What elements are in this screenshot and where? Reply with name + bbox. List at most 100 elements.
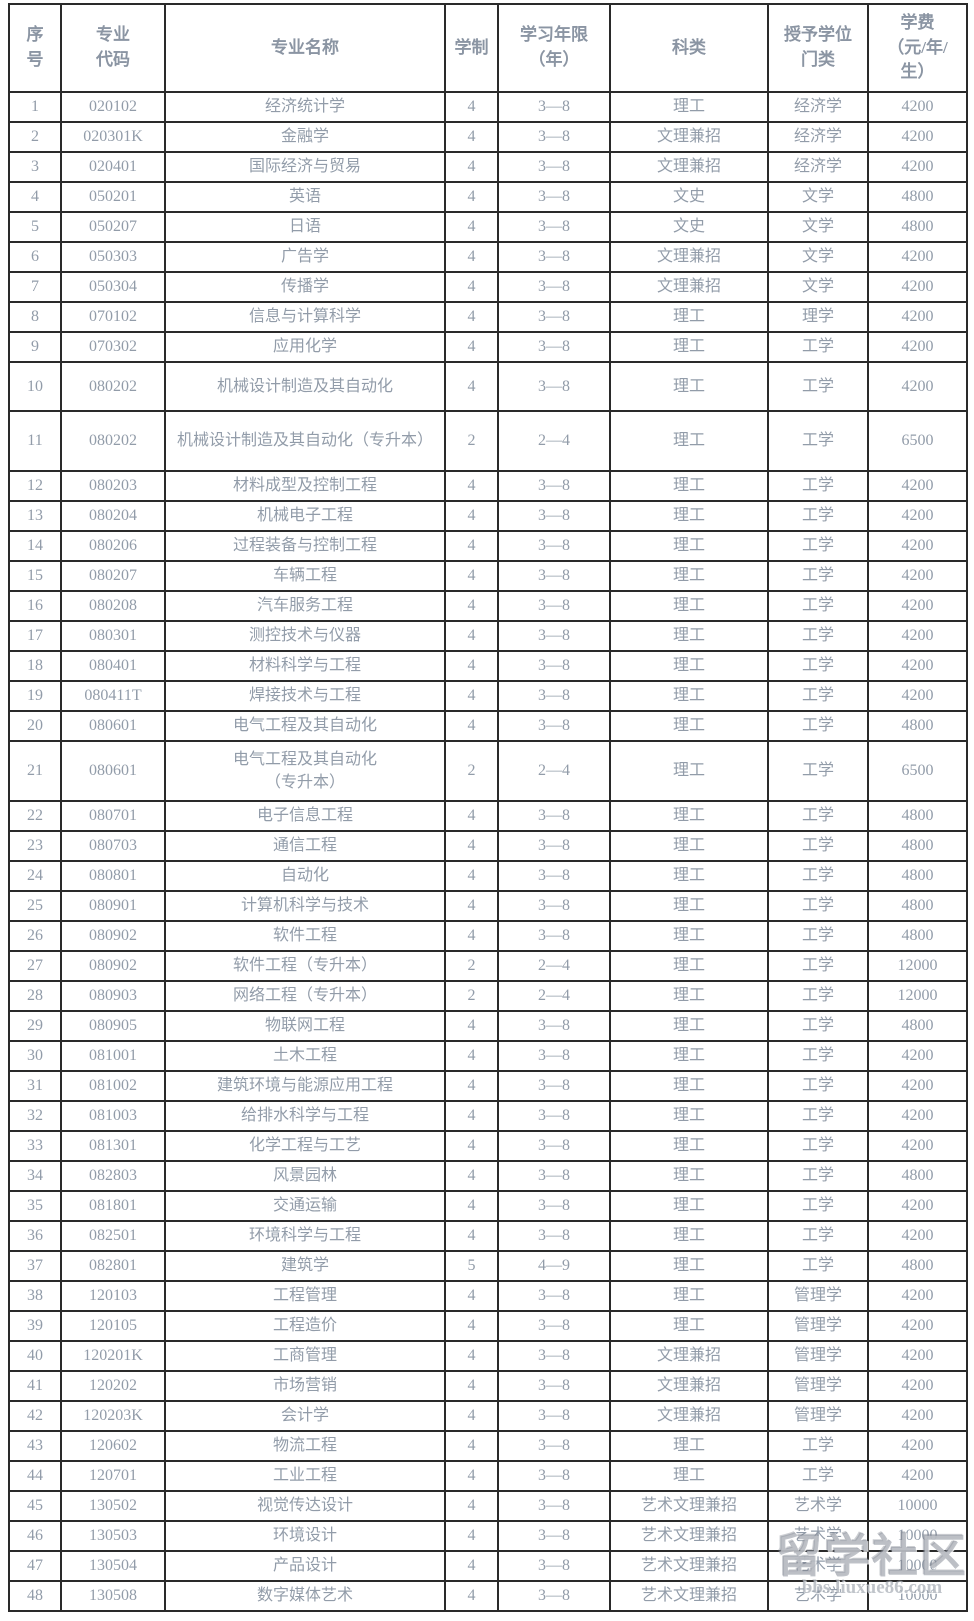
cell-tuition: 4200: [867, 500, 968, 532]
cell-degree: 工学: [767, 1250, 869, 1282]
table-row: 19 080411T 焊接技术与工程 4 3—8 理工 工学 4200: [8, 680, 968, 712]
cell-years: 3—8: [497, 1550, 611, 1582]
cell-years: 2—4: [497, 740, 611, 802]
cell-degree: 艺术学: [767, 1490, 869, 1522]
cell-name: 产品设计: [164, 1550, 446, 1582]
cell-tuition: 4200: [867, 301, 968, 333]
cell-duration: 4: [444, 1490, 499, 1522]
cell-category: 文史: [609, 181, 769, 213]
cell-degree: 工学: [767, 470, 869, 502]
cell-category: 理工: [609, 470, 769, 502]
cell-duration: 4: [444, 1280, 499, 1312]
cell-tuition: 4200: [867, 1100, 968, 1132]
cell-no: 37: [8, 1250, 62, 1282]
cell-category: 艺术文理兼招: [609, 1550, 769, 1582]
cell-degree: 艺术学: [767, 1580, 869, 1612]
cell-category: 理工: [609, 1190, 769, 1222]
cell-code: 082501: [60, 1220, 166, 1252]
cell-code: 130504: [60, 1550, 166, 1582]
cell-code: 081003: [60, 1100, 166, 1132]
cell-name: 物流工程: [164, 1430, 446, 1462]
cell-category: 文理兼招: [609, 1400, 769, 1432]
cell-no: 13: [8, 500, 62, 532]
cell-code: 082803: [60, 1160, 166, 1192]
cell-tuition: 4200: [867, 1430, 968, 1462]
cell-code: 120201K: [60, 1340, 166, 1372]
cell-tuition: 4200: [867, 91, 968, 123]
cell-years: 3—8: [497, 241, 611, 273]
cell-category: 理工: [609, 331, 769, 363]
cell-no: 9: [8, 331, 62, 363]
cell-code: 080902: [60, 920, 166, 952]
cell-name: 通信工程: [164, 830, 446, 862]
cell-years: 2—4: [497, 950, 611, 982]
cell-tuition: 4200: [867, 530, 968, 562]
cell-tuition: 4200: [867, 1130, 968, 1162]
cell-category: 理工: [609, 650, 769, 682]
cell-no: 18: [8, 650, 62, 682]
cell-duration: 4: [444, 500, 499, 532]
cell-duration: 2: [444, 740, 499, 802]
cell-code: 130503: [60, 1520, 166, 1552]
cell-degree: 工学: [767, 1190, 869, 1222]
cell-code: 070102: [60, 301, 166, 333]
cell-degree: 工学: [767, 1130, 869, 1162]
cell-no: 21: [8, 740, 62, 802]
cell-code: 120203K: [60, 1400, 166, 1432]
header-row: 序 号 专业 代码 专业名称 学制 学习年限 （年） 科类 授予学位 门类 学费…: [8, 3, 968, 93]
cell-tuition: 4800: [867, 211, 968, 243]
cell-duration: 4: [444, 1100, 499, 1132]
cell-years: 3—8: [497, 211, 611, 243]
cell-duration: 4: [444, 890, 499, 922]
cell-name: 化学工程与工艺: [164, 1130, 446, 1162]
cell-degree: 经济学: [767, 151, 869, 183]
cell-name: 会计学: [164, 1400, 446, 1432]
cell-duration: 4: [444, 301, 499, 333]
cell-name: 过程装备与控制工程: [164, 530, 446, 562]
cell-category: 文史: [609, 211, 769, 243]
cell-category: 理工: [609, 980, 769, 1012]
cell-tuition: 4200: [867, 590, 968, 622]
table-row: 13 080204 机械电子工程 4 3—8 理工 工学 4200: [8, 500, 968, 532]
cell-duration: 4: [444, 181, 499, 213]
cell-degree: 管理学: [767, 1400, 869, 1432]
cell-duration: 4: [444, 800, 499, 832]
cell-tuition: 4200: [867, 560, 968, 592]
cell-years: 3—8: [497, 1580, 611, 1612]
cell-name: 网络工程（专升本）: [164, 980, 446, 1012]
cell-no: 34: [8, 1160, 62, 1192]
cell-category: 理工: [609, 620, 769, 652]
cell-degree: 工学: [767, 331, 869, 363]
table-row: 44 120701 工业工程 4 3—8 理工 工学 4200: [8, 1460, 968, 1492]
cell-duration: 5: [444, 1250, 499, 1282]
cell-code: 120202: [60, 1370, 166, 1402]
cell-tuition: 4800: [867, 890, 968, 922]
cell-years: 3—8: [497, 1520, 611, 1552]
cell-degree: 工学: [767, 950, 869, 982]
table-row: 10 080202 机械设计制造及其自动化 4 3—8 理工 工学 4200: [8, 361, 968, 412]
cell-name: 机械设计制造及其自动化（专升本）: [164, 410, 446, 472]
cell-code: 080301: [60, 620, 166, 652]
cell-duration: 4: [444, 1040, 499, 1072]
cell-code: 080411T: [60, 680, 166, 712]
cell-degree: 工学: [767, 830, 869, 862]
cell-no: 32: [8, 1100, 62, 1132]
cell-no: 27: [8, 950, 62, 982]
cell-no: 16: [8, 590, 62, 622]
cell-category: 理工: [609, 1250, 769, 1282]
cell-duration: 4: [444, 860, 499, 892]
cell-no: 5: [8, 211, 62, 243]
cell-degree: 工学: [767, 1070, 869, 1102]
cell-years: 4—9: [497, 1250, 611, 1282]
table-row: 2 020301K 金融学 4 3—8 文理兼招 经济学 4200: [8, 121, 968, 153]
cell-tuition: 4200: [867, 361, 968, 412]
cell-code: 080905: [60, 1010, 166, 1042]
cell-duration: 4: [444, 650, 499, 682]
cell-code: 050304: [60, 271, 166, 303]
cell-category: 理工: [609, 91, 769, 123]
table-row: 39 120105 工程造价 4 3—8 理工 管理学 4200: [8, 1310, 968, 1342]
cell-name: 计算机科学与技术: [164, 890, 446, 922]
cell-duration: 4: [444, 1370, 499, 1402]
cell-years: 3—8: [497, 710, 611, 742]
cell-name: 给排水科学与工程: [164, 1100, 446, 1132]
